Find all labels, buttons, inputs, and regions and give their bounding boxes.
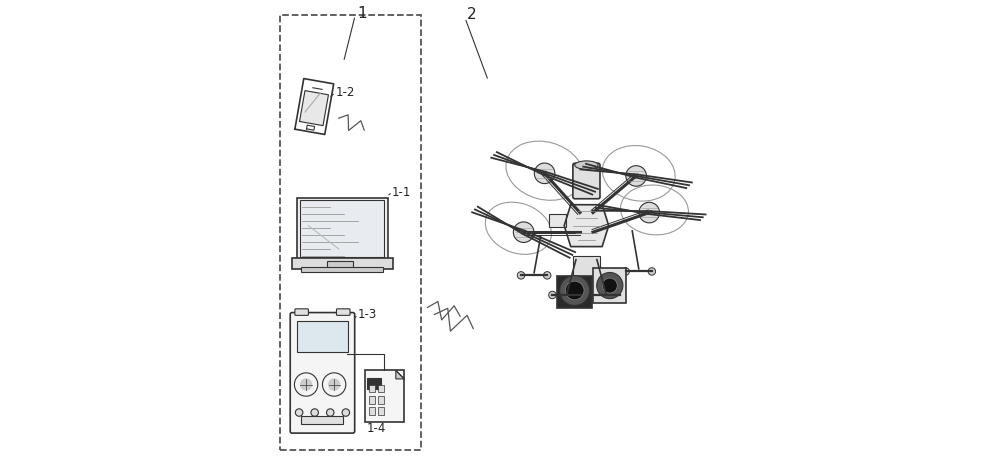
Circle shape	[549, 291, 556, 299]
FancyBboxPatch shape	[290, 313, 355, 433]
FancyBboxPatch shape	[365, 370, 404, 422]
FancyBboxPatch shape	[573, 163, 600, 199]
FancyBboxPatch shape	[593, 268, 626, 303]
FancyBboxPatch shape	[573, 256, 600, 281]
FancyBboxPatch shape	[295, 309, 308, 315]
Circle shape	[543, 272, 551, 279]
FancyBboxPatch shape	[327, 261, 353, 268]
Circle shape	[639, 202, 660, 223]
FancyBboxPatch shape	[549, 214, 566, 227]
Circle shape	[534, 163, 555, 184]
Circle shape	[622, 268, 629, 275]
Text: 1-2: 1-2	[336, 86, 355, 99]
FancyBboxPatch shape	[300, 200, 384, 258]
FancyBboxPatch shape	[378, 407, 384, 415]
Circle shape	[577, 291, 585, 299]
Circle shape	[626, 165, 646, 186]
Circle shape	[300, 379, 312, 390]
FancyBboxPatch shape	[297, 197, 388, 261]
FancyBboxPatch shape	[367, 377, 381, 389]
Circle shape	[602, 278, 617, 293]
FancyBboxPatch shape	[369, 396, 375, 404]
Circle shape	[329, 379, 340, 390]
Circle shape	[311, 409, 318, 416]
Text: 1-3: 1-3	[358, 308, 377, 321]
Polygon shape	[300, 91, 328, 125]
Polygon shape	[564, 205, 609, 247]
FancyBboxPatch shape	[378, 385, 384, 392]
Circle shape	[342, 409, 350, 416]
Text: 1-4: 1-4	[367, 423, 386, 435]
Circle shape	[617, 291, 624, 299]
Circle shape	[517, 272, 525, 279]
FancyBboxPatch shape	[369, 385, 375, 392]
Polygon shape	[396, 370, 404, 379]
Text: 1: 1	[357, 6, 367, 21]
Circle shape	[588, 291, 595, 299]
Circle shape	[295, 409, 303, 416]
FancyBboxPatch shape	[301, 267, 383, 273]
FancyBboxPatch shape	[369, 407, 375, 415]
Circle shape	[513, 222, 534, 243]
Text: 1-1: 1-1	[392, 186, 411, 198]
FancyBboxPatch shape	[292, 258, 393, 269]
Circle shape	[560, 275, 590, 306]
Circle shape	[565, 281, 584, 300]
Text: 2: 2	[467, 7, 477, 22]
Circle shape	[327, 409, 334, 416]
FancyBboxPatch shape	[297, 321, 348, 352]
FancyBboxPatch shape	[301, 416, 343, 424]
Circle shape	[648, 268, 656, 275]
Circle shape	[597, 273, 623, 298]
FancyBboxPatch shape	[336, 309, 350, 315]
FancyBboxPatch shape	[378, 396, 384, 404]
Ellipse shape	[575, 161, 598, 169]
FancyBboxPatch shape	[557, 276, 592, 308]
